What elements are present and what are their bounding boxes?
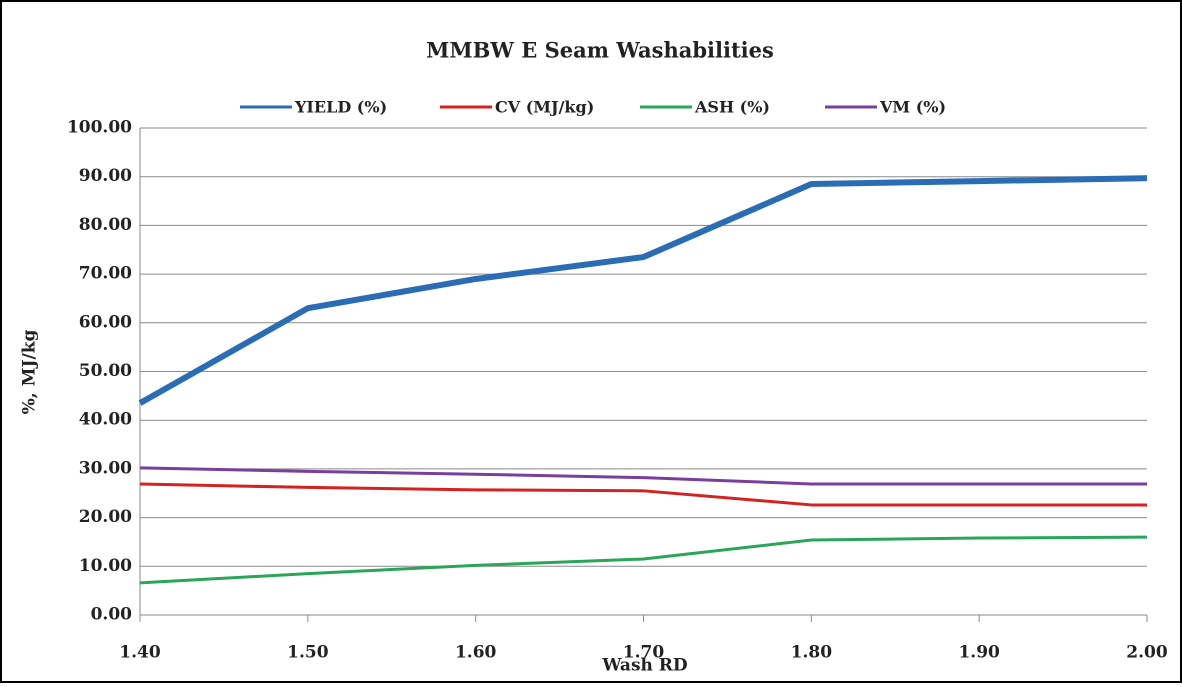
y-tick-label: 10.00	[79, 556, 132, 576]
x-tick-label: 1.80	[791, 643, 833, 663]
y-tick-label: 30.00	[79, 458, 132, 478]
y-tick-label: 40.00	[79, 410, 132, 430]
x-tick-label: 1.50	[287, 643, 329, 663]
x-axis-label: Wash RD	[601, 656, 688, 676]
y-tick-label: 20.00	[79, 507, 132, 527]
y-tick-label: 60.00	[79, 312, 132, 332]
y-tick-label: 0.00	[91, 605, 133, 625]
x-tick-label: 1.40	[119, 643, 161, 663]
y-axis-label: %, MJ/kg	[20, 330, 40, 415]
x-tick-label: 1.70	[623, 643, 665, 663]
series-line	[138, 175, 1148, 406]
y-tick-label: 50.00	[79, 361, 132, 381]
chart-title: MMBW E Seam Washabilities	[426, 38, 774, 63]
y-tick-label: 100.00	[67, 118, 132, 138]
x-tick-label: 1.60	[455, 643, 497, 663]
series-line	[139, 535, 1148, 585]
legend-label: ASH (%)	[694, 98, 770, 117]
x-tick-label: 1.90	[958, 643, 1000, 663]
series-line	[139, 466, 1147, 486]
y-tick-label: 70.00	[79, 264, 132, 284]
x-tick-label: 2.00	[1126, 643, 1168, 663]
legend-label: CV (MJ/kg)	[495, 98, 594, 117]
y-tick-label: 90.00	[79, 166, 132, 186]
legend-label: YIELD (%)	[294, 98, 387, 117]
series-line	[139, 482, 1147, 507]
legend-label: VM (%)	[879, 98, 946, 117]
y-tick-label: 80.00	[79, 215, 132, 235]
